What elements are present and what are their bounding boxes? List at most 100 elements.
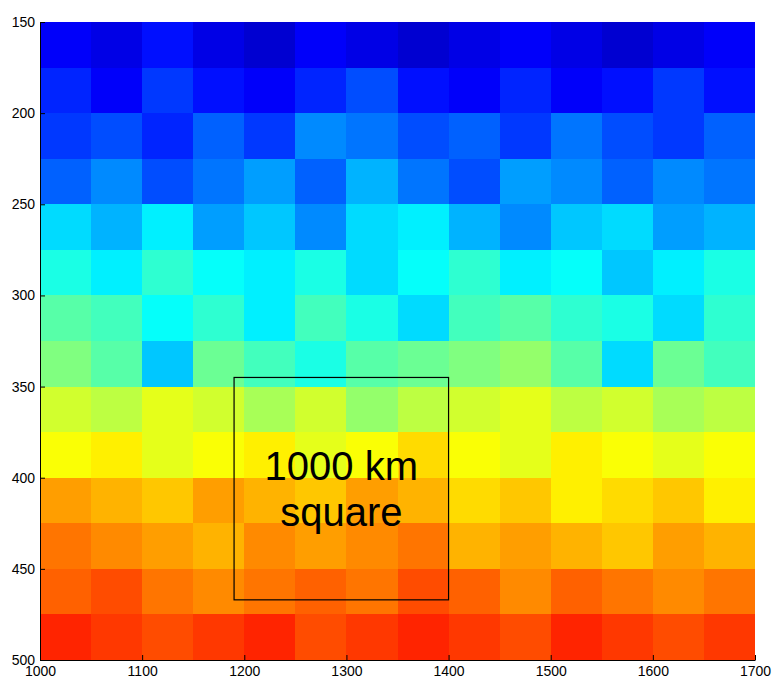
heat-cell: [500, 250, 552, 296]
heat-cell: [398, 387, 450, 433]
heat-cell: [193, 614, 245, 660]
heat-cell: [551, 614, 603, 660]
heat-cell: [193, 113, 245, 159]
heat-cell: [704, 295, 755, 341]
y-axis: 150200250300350400450500: [12, 14, 45, 668]
heat-cell: [704, 478, 755, 524]
heat-cell: [704, 68, 755, 114]
tick-mark: [40, 204, 45, 205]
heat-cell: [500, 295, 552, 341]
heat-cell: [500, 614, 552, 660]
heat-cell: [704, 387, 755, 433]
heat-cell: [602, 387, 654, 433]
heat-cell: [193, 341, 245, 387]
heat-cell: [398, 22, 450, 68]
heat-cell: [704, 204, 755, 250]
heat-cell: [602, 523, 654, 569]
heat-cell: [602, 22, 654, 68]
heat-cell: [91, 341, 143, 387]
tick: 450: [12, 561, 45, 577]
heat-cell: [653, 478, 705, 524]
heat-cell: [704, 523, 755, 569]
heat-cell: [142, 523, 194, 569]
heat-cell: [653, 614, 705, 660]
heat-cell: [653, 113, 705, 159]
heat-cell: [500, 432, 552, 478]
heat-cell: [244, 250, 296, 296]
heat-cell: [602, 204, 654, 250]
tick: 400: [12, 470, 45, 486]
heat-cell: [346, 569, 398, 615]
heat-cell: [193, 523, 245, 569]
cells: [40, 22, 755, 660]
heat-cell: [142, 22, 194, 68]
heat-cell: [142, 159, 194, 205]
heat-cell: [346, 614, 398, 660]
heat-cell: [449, 250, 501, 296]
heat-cell: [398, 614, 450, 660]
heat-cell: [295, 341, 347, 387]
annotation-line: 1000 km: [265, 444, 418, 488]
heat-cell: [500, 478, 552, 524]
tick-label: 1700: [740, 663, 771, 679]
heat-cell: [602, 569, 654, 615]
heat-cell: [142, 478, 194, 524]
heat-cell: [653, 295, 705, 341]
heat-cell: [91, 68, 143, 114]
heat-cell: [398, 68, 450, 114]
tick-mark: [653, 655, 654, 660]
heat-cell: [551, 68, 603, 114]
tick-mark: [40, 478, 45, 479]
heat-cell: [193, 68, 245, 114]
heat-cell: [551, 341, 603, 387]
heat-cell: [551, 478, 603, 524]
heat-cell: [244, 68, 296, 114]
heat-cell: [551, 159, 603, 205]
heat-cell: [346, 250, 398, 296]
heat-cell: [40, 478, 92, 524]
heat-cell: [193, 22, 245, 68]
heat-cell: [551, 250, 603, 296]
tick: 1300: [331, 655, 362, 679]
heat-cell: [295, 295, 347, 341]
heat-cell: [704, 250, 755, 296]
heat-cell: [295, 68, 347, 114]
heat-cell: [704, 614, 755, 660]
tick-mark: [449, 655, 450, 660]
heat-cell: [244, 159, 296, 205]
heat-cell: [551, 22, 603, 68]
heat-cell: [602, 614, 654, 660]
tick-mark: [40, 387, 45, 388]
heat-cell: [40, 159, 92, 205]
heat-cell: [91, 250, 143, 296]
heat-cell: [91, 569, 143, 615]
heat-cell: [244, 614, 296, 660]
heat-cell: [295, 204, 347, 250]
heat-cell: [40, 387, 92, 433]
heat-cell: [653, 68, 705, 114]
heat-cell: [91, 614, 143, 660]
heat-cell: [449, 614, 501, 660]
heat-cell: [398, 159, 450, 205]
annotation-text: 1000 kmsquare: [265, 444, 418, 534]
heat-cell: [295, 159, 347, 205]
plot: 1000110012001300140015001600170015020025…: [12, 14, 772, 679]
heat-cell: [551, 523, 603, 569]
tick: 1500: [536, 655, 567, 679]
heat-cell: [653, 250, 705, 296]
heat-cell: [142, 387, 194, 433]
heat-cell: [653, 204, 705, 250]
tick: 1600: [638, 655, 669, 679]
heat-cell: [244, 341, 296, 387]
heat-cell: [244, 113, 296, 159]
heat-cell: [449, 387, 501, 433]
heat-cell: [551, 113, 603, 159]
tick: 1400: [433, 655, 464, 679]
heat-cell: [142, 341, 194, 387]
heat-cell: [40, 68, 92, 114]
heat-cell: [449, 295, 501, 341]
heat-cell: [91, 478, 143, 524]
tick: 150: [12, 14, 45, 30]
heat-cell: [346, 113, 398, 159]
annotation-line: square: [280, 490, 402, 534]
